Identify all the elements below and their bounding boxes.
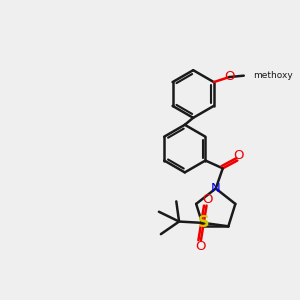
Text: O: O — [202, 193, 212, 206]
Text: methoxy: methoxy — [253, 71, 293, 80]
Text: O: O — [195, 240, 206, 253]
Text: S: S — [198, 215, 209, 230]
Text: O: O — [233, 149, 244, 162]
Text: N: N — [211, 182, 220, 195]
Text: O: O — [224, 70, 235, 83]
